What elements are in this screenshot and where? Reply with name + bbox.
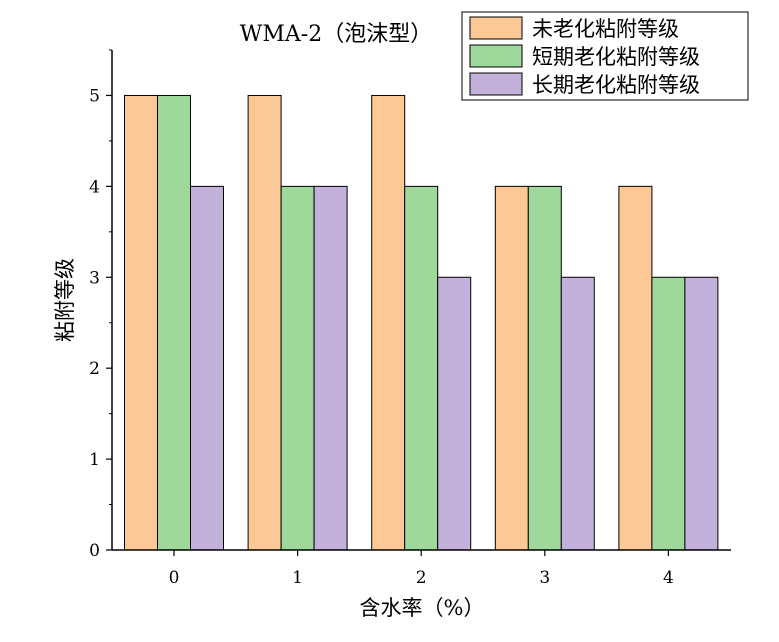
bar xyxy=(684,276,719,551)
y-tick-label: 5 xyxy=(89,86,100,106)
bar xyxy=(124,94,158,551)
legend-label: 长期老化粘附等级 xyxy=(532,73,700,97)
x-tick-label: 2 xyxy=(416,568,427,588)
y-tick-label: 1 xyxy=(89,450,100,470)
y-tick-label: 3 xyxy=(89,268,100,288)
y-axis-label: 粘附等级 xyxy=(53,258,77,342)
bar xyxy=(247,94,282,551)
legend-label: 短期老化粘附等级 xyxy=(532,45,700,69)
bar xyxy=(313,185,348,551)
x-tick-label: 4 xyxy=(663,568,674,588)
x-tick-label: 3 xyxy=(539,568,550,588)
x-axis-label: 含水率（%） xyxy=(360,596,485,620)
legend-swatch xyxy=(469,16,523,40)
bar xyxy=(560,276,595,551)
bars-layer xyxy=(124,94,719,551)
bar xyxy=(651,276,686,551)
bar xyxy=(527,185,562,551)
bar xyxy=(404,185,439,551)
y-tick-label: 2 xyxy=(89,359,100,379)
bar xyxy=(437,276,472,551)
y-tick-label: 0 xyxy=(89,541,100,561)
bar xyxy=(618,185,653,551)
legend-swatch xyxy=(469,44,523,68)
bar xyxy=(280,185,315,551)
y-tick-label: 4 xyxy=(89,177,100,197)
bar xyxy=(494,185,529,551)
chart-title: WMA-2（泡沫型） xyxy=(240,22,432,47)
bar xyxy=(190,185,224,551)
bar xyxy=(371,94,406,551)
x-tick-label: 0 xyxy=(169,568,180,588)
x-tick-label: 1 xyxy=(292,568,303,588)
legend-label: 未老化粘附等级 xyxy=(532,17,679,41)
legend-swatch xyxy=(469,72,523,96)
bar xyxy=(157,94,191,551)
axes-layer: 0 1 2 3 4 5 0 1 2 3 4 xyxy=(89,49,731,588)
